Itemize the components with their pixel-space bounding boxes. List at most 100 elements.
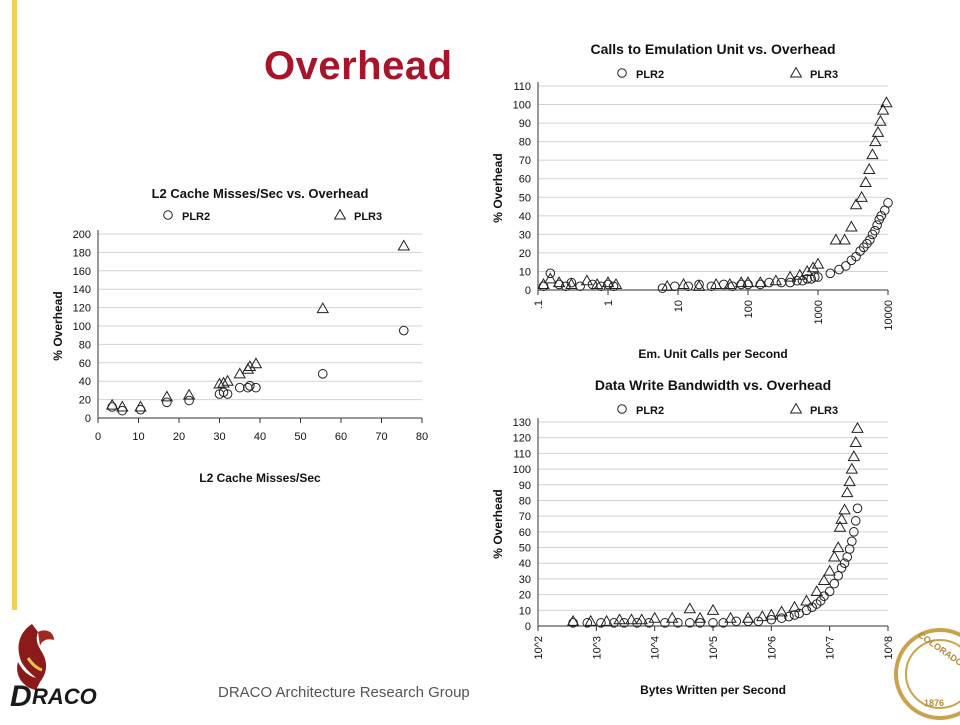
data-point-plr2 bbox=[644, 618, 654, 628]
chart-data-write-bandwidth: 0 10 20 30 40 50 60 70 80 90 100 110 120 130 10^2 10^3 1… bbox=[491, 377, 895, 697]
x-tick-label: 10^7 bbox=[825, 636, 837, 660]
data-point-plr3 bbox=[843, 475, 856, 487]
data-point-plr3 bbox=[217, 376, 230, 388]
data-point-plr3 bbox=[859, 176, 872, 187]
y-tick-label: 120 bbox=[73, 303, 91, 315]
data-point-plr2 bbox=[632, 618, 642, 628]
data-point-plr3 bbox=[806, 261, 820, 273]
data-point-plr2 bbox=[755, 279, 766, 290]
y-tick-label: 60 bbox=[79, 358, 91, 370]
data-point-plr3 bbox=[134, 400, 147, 412]
x-axis-label: L2 Cache Misses/Sec bbox=[199, 471, 321, 485]
data-point-plr2 bbox=[184, 395, 194, 406]
y-tick-label: 120 bbox=[513, 433, 531, 445]
y-tick-label: 40 bbox=[519, 211, 531, 223]
data-point-plr3 bbox=[243, 360, 257, 372]
x-tick-label: 10^2 bbox=[533, 636, 545, 660]
data-point-plr3 bbox=[769, 274, 783, 286]
data-point-plr3 bbox=[871, 125, 885, 137]
colorado-seal: COLORADO 1876 bbox=[888, 626, 960, 725]
data-point-plr3 bbox=[544, 272, 557, 284]
data-point-plr3 bbox=[724, 611, 737, 623]
data-point-plr3 bbox=[828, 550, 841, 562]
data-point-plr3 bbox=[723, 278, 737, 289]
legend-label: PLR2 bbox=[636, 405, 664, 417]
data-point-plr3 bbox=[105, 398, 119, 410]
svg-text:RACO: RACO bbox=[32, 684, 97, 709]
y-tick-label: 70 bbox=[519, 155, 531, 167]
data-point-plr2 bbox=[575, 281, 585, 292]
data-point-plr3 bbox=[600, 614, 613, 626]
footer-text: DRACO Architecture Research Group bbox=[218, 684, 470, 701]
x-tick-label: 10^6 bbox=[766, 636, 778, 660]
x-tick-label: 70 bbox=[375, 431, 387, 443]
data-point-plr2 bbox=[776, 613, 787, 623]
data-point-plr2 bbox=[162, 397, 172, 408]
y-tick-label: 70 bbox=[519, 511, 531, 523]
data-point-plr2 bbox=[870, 225, 880, 236]
data-point-plr2 bbox=[785, 277, 795, 288]
data-point-plr2 bbox=[836, 563, 847, 573]
data-point-plr3 bbox=[741, 276, 755, 288]
data-point-plr2 bbox=[829, 578, 840, 589]
data-point-plr3 bbox=[590, 278, 604, 289]
data-point-plr3 bbox=[823, 564, 836, 576]
data-point-plr3 bbox=[817, 574, 831, 586]
data-point-plr2 bbox=[596, 618, 606, 628]
data-point-plr2 bbox=[850, 516, 861, 526]
data-point-plr3 bbox=[880, 96, 893, 108]
x-tick-label: 40 bbox=[254, 431, 266, 443]
data-point-plr2 bbox=[883, 198, 893, 208]
legend-marker-triangle bbox=[789, 66, 803, 78]
y-tick-label: 50 bbox=[519, 192, 531, 204]
x-tick-label: 60 bbox=[335, 431, 347, 443]
data-point-plr3 bbox=[851, 421, 864, 433]
svg-text:D: D bbox=[10, 680, 32, 713]
data-point-plr2 bbox=[545, 268, 556, 279]
data-point-plr2 bbox=[865, 235, 875, 245]
y-tick-label: 10 bbox=[519, 605, 531, 617]
data-point-plr2 bbox=[660, 618, 670, 628]
data-point-plr2 bbox=[852, 503, 863, 514]
data-point-plr3 bbox=[397, 239, 411, 251]
data-point-plr2 bbox=[657, 283, 668, 293]
data-point-plr2 bbox=[718, 618, 729, 628]
data-point-plr3 bbox=[221, 374, 234, 386]
data-point-plr3 bbox=[741, 611, 755, 623]
y-tick-label: 20 bbox=[519, 590, 531, 602]
data-point-plr2 bbox=[708, 618, 718, 628]
y-tick-label: 200 bbox=[73, 229, 91, 241]
data-point-plr2 bbox=[107, 402, 117, 412]
x-axis-label: Bytes Written per Second bbox=[640, 683, 786, 697]
draco-logo: D RACO bbox=[2, 618, 112, 719]
svg-text:1876: 1876 bbox=[924, 698, 944, 708]
y-tick-label: 100 bbox=[513, 464, 531, 476]
x-tick-label: .1 bbox=[533, 300, 545, 309]
data-point-plr2 bbox=[813, 272, 823, 282]
y-tick-label: 90 bbox=[519, 480, 531, 492]
legend-marker-triangle bbox=[789, 402, 803, 414]
data-point-plr2 bbox=[858, 242, 869, 253]
data-point-plr3 bbox=[692, 279, 706, 291]
data-point-plr2 bbox=[683, 281, 694, 292]
x-tick-label: 10^3 bbox=[591, 636, 603, 660]
data-point-plr3 bbox=[811, 257, 825, 269]
data-point-plr2 bbox=[731, 616, 742, 627]
x-tick-label: 10^5 bbox=[708, 636, 720, 660]
data-point-plr3 bbox=[756, 610, 769, 622]
chart-title: Data Write Bandwidth vs. Overhead bbox=[595, 377, 831, 393]
y-tick-label: 20 bbox=[79, 395, 91, 407]
data-point-plr2 bbox=[243, 382, 253, 393]
data-point-plr3 bbox=[316, 302, 330, 314]
data-point-plr3 bbox=[537, 278, 550, 289]
y-tick-label: 50 bbox=[519, 543, 531, 555]
y-tick-label: 40 bbox=[79, 376, 91, 388]
data-point-plr3 bbox=[709, 278, 723, 289]
slide-title: Overhead bbox=[264, 44, 453, 88]
data-point-plr3 bbox=[601, 276, 615, 288]
x-tick-label: 1 bbox=[603, 300, 615, 306]
data-point-plr3 bbox=[552, 276, 566, 288]
y-tick-label: 180 bbox=[73, 247, 91, 259]
chart-title: Calls to Emulation Unit vs. Overhead bbox=[590, 41, 835, 57]
